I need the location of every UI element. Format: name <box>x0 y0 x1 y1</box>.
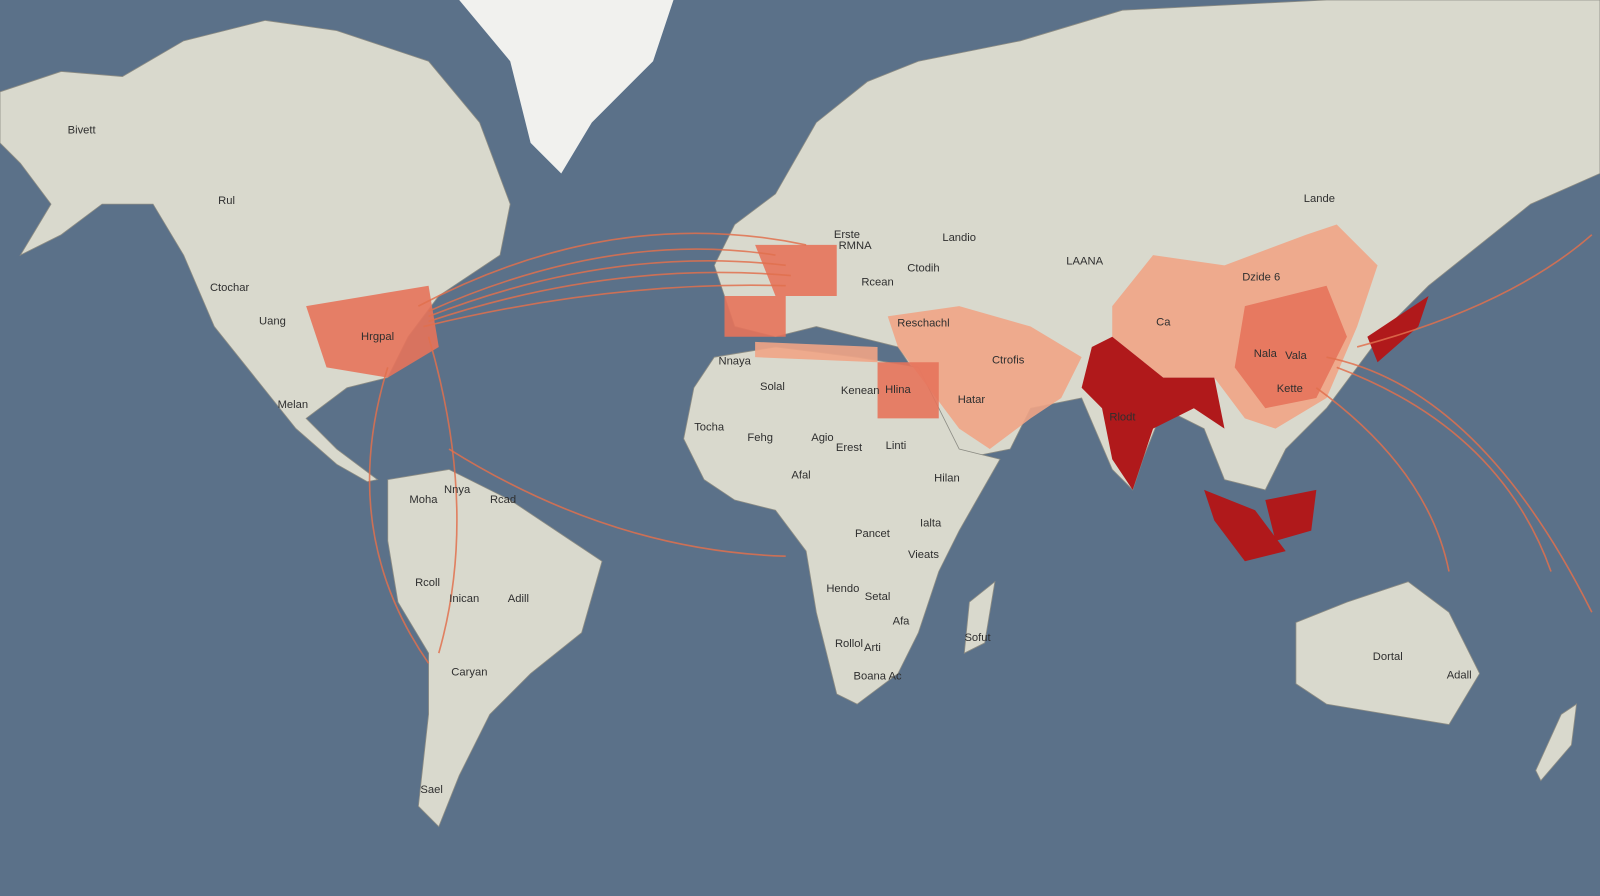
place-label: Bivett <box>68 125 97 137</box>
place-label: Boana Ac <box>854 671 902 683</box>
flight-route <box>427 336 458 654</box>
flight-route <box>417 232 807 307</box>
place-label: Dortal <box>1373 651 1403 663</box>
place-label: Hatar <box>958 394 986 406</box>
place-label: Erste <box>834 229 860 241</box>
place-label: Ialta <box>920 518 942 530</box>
place-label: Adill <box>508 593 529 605</box>
greenland <box>459 0 674 174</box>
map-labels: Bivett Rul Ctochar Uang Hrgpal Melan Moha Nnya R… <box>68 125 1472 796</box>
place-label: Rcean <box>861 277 893 289</box>
flight-route <box>448 448 786 557</box>
flight-route <box>428 248 776 312</box>
place-label: Nala <box>1254 348 1278 360</box>
place-label: Hrgpal <box>361 331 394 343</box>
place-label: Pancet <box>855 528 891 540</box>
place-label: Afa <box>893 616 911 628</box>
madagascar <box>963 580 996 654</box>
place-label: Hlina <box>885 384 911 396</box>
south-america <box>387 469 603 828</box>
region-middle-east <box>887 306 1082 450</box>
place-label: Sael <box>420 784 442 796</box>
place-label: Lande <box>1304 193 1335 205</box>
region-southeast-asia <box>1204 489 1286 562</box>
place-label: Uang <box>259 316 286 328</box>
place-label: Nnaya <box>718 355 751 367</box>
place-label: Vieats <box>908 549 939 561</box>
australia <box>1295 581 1481 726</box>
place-label: Tocha <box>694 422 725 434</box>
place-label: Sofut <box>964 632 991 644</box>
place-label: Solal <box>760 381 785 393</box>
place-label: Arti <box>864 642 881 654</box>
place-label: Melan <box>278 399 309 411</box>
place-label: Reschachl <box>897 318 949 330</box>
place-label: Dzide 6 <box>1242 272 1280 284</box>
flight-route <box>428 271 791 323</box>
region-north-africa <box>755 341 878 363</box>
flight-routes <box>368 232 1593 664</box>
new-zealand <box>1535 703 1578 782</box>
place-label: Landio <box>942 232 976 244</box>
place-label: Caryan <box>451 667 487 679</box>
flight-route <box>1336 366 1552 572</box>
place-label: Ctodih <box>907 262 939 274</box>
place-label: Setal <box>865 591 891 603</box>
flight-route <box>423 284 786 328</box>
place-label: Rcoll <box>415 577 440 589</box>
region-us-east <box>306 285 439 378</box>
place-label: Kenean <box>841 385 880 397</box>
region-egypt <box>877 362 939 419</box>
place-label: RMNA <box>839 240 873 252</box>
place-label: Kette <box>1277 383 1303 395</box>
place-label: Rcad <box>490 494 516 506</box>
region-japan <box>1367 295 1429 363</box>
place-label: Rollol <box>835 638 863 650</box>
place-label: LAANA <box>1066 255 1103 267</box>
place-label: Hilan <box>934 473 960 485</box>
flight-route <box>368 367 430 664</box>
place-label: Afal <box>791 470 810 482</box>
place-label: Vala <box>1285 350 1307 362</box>
place-label: Erest <box>836 442 863 454</box>
heat-regions <box>306 224 1429 562</box>
place-label: Rlodt <box>1109 411 1136 423</box>
place-label: Adall <box>1447 670 1472 682</box>
place-label: Linti <box>886 440 907 452</box>
place-label: Rul <box>218 195 235 207</box>
region-east-china <box>1234 285 1347 409</box>
place-label: Agio <box>811 432 833 444</box>
region-central-europe <box>755 244 837 296</box>
region-india <box>1081 336 1225 490</box>
region-borneo <box>1265 489 1317 541</box>
flight-route <box>1356 234 1593 348</box>
place-label: Nnya <box>444 484 471 496</box>
place-label: Fehg <box>747 432 773 444</box>
place-label: Ctochar <box>210 282 250 294</box>
place-label: Moha <box>409 494 438 506</box>
region-spain <box>724 295 786 337</box>
place-label: Ctrofis <box>992 354 1025 366</box>
place-label: Ca <box>1156 317 1171 329</box>
flight-route <box>1326 356 1593 613</box>
flight-route <box>428 260 786 318</box>
place-label: Inican <box>449 593 479 605</box>
place-label: Hendo <box>826 583 859 595</box>
flight-route <box>1315 387 1450 572</box>
